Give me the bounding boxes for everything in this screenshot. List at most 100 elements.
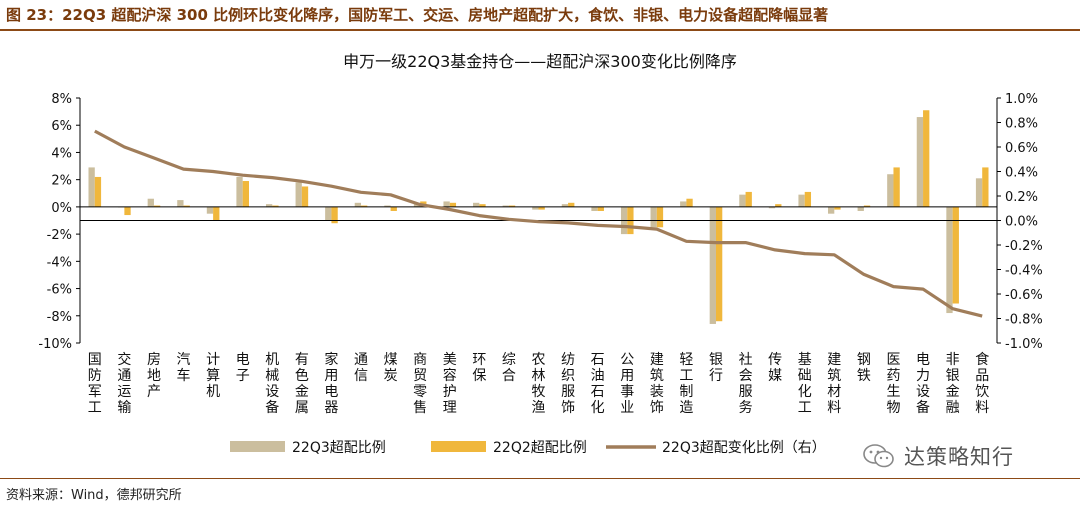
- title-divider: [0, 29, 1080, 31]
- bar-22q2: [982, 167, 989, 207]
- line-layer: [94, 129, 983, 318]
- right-tick-label: -0.6%: [1005, 288, 1043, 303]
- bar-22q2: [272, 205, 279, 207]
- bar-22q3: [177, 200, 184, 207]
- bar-22q3: [828, 206, 835, 214]
- bar-22q2: [183, 205, 190, 207]
- bar-22q3: [709, 206, 716, 324]
- source-note: 资料来源：Wind，德邦研究所: [6, 488, 182, 503]
- right-tick-label: -0.8%: [1005, 313, 1043, 328]
- left-tick-label: -4%: [47, 255, 72, 270]
- x-tick-label: 交通运输: [117, 351, 131, 416]
- bar-22q2: [686, 198, 693, 207]
- right-tick-label: -0.2%: [1005, 239, 1043, 254]
- watermark-text: 达策略知行: [904, 445, 1014, 469]
- bar-22q2: [124, 206, 131, 216]
- x-tick-label: 汽车: [177, 352, 191, 384]
- bar-22q3: [295, 182, 302, 207]
- chart-title: 申万一级22Q3基金持仓——超配沪深300变化比例降序: [343, 52, 737, 71]
- bar-22q2: [331, 206, 338, 224]
- bar-22q3: [916, 117, 924, 207]
- x-tick-label: 美容护理: [443, 352, 457, 416]
- x-tick-label: 电子: [236, 352, 250, 384]
- x-tick-label: 公用事业: [620, 352, 634, 416]
- x-tick-label: 建筑装饰: [650, 352, 664, 416]
- x-tick-label: 石油石化: [591, 352, 605, 416]
- bar-22q3: [502, 205, 509, 207]
- figure-title: 图 23：22Q3 超配沪深 300 比例环比变化降序，国防军工、交运、房地产超…: [6, 6, 829, 24]
- bar-22q3: [88, 167, 95, 207]
- bar-22q3: [857, 206, 864, 211]
- bar-22q2: [213, 206, 220, 221]
- bar-22q2: [449, 202, 457, 207]
- x-tick-label: 房地产: [147, 352, 161, 400]
- chart: 申万一级22Q3基金持仓——超配沪深300变化比例降序 -10% -8% -6% -4…: [38, 52, 1043, 456]
- bar-22q2: [834, 206, 841, 210]
- x-tick-label: 纺织服饰: [561, 352, 575, 416]
- bar-22q3: [236, 176, 243, 207]
- bar-22q2: [153, 205, 161, 207]
- x-tick-label: 轻工制造: [679, 352, 693, 416]
- bar-22q3: [561, 204, 569, 207]
- bar-22q2: [656, 206, 664, 228]
- bar-22q3: [354, 202, 362, 207]
- legend: 22Q3超配比例 22Q2超配比例 22Q3超配变化比例（右）: [230, 440, 826, 456]
- bar-22q3: [443, 201, 450, 207]
- bar-22q3: [946, 206, 953, 314]
- bar-22q3: [265, 204, 273, 207]
- left-tick-label: -8%: [47, 310, 72, 325]
- right-tick-label: 1.0%: [1005, 92, 1038, 107]
- bar-22q3: [532, 206, 539, 210]
- right-tick-label: -0.4%: [1005, 264, 1043, 279]
- x-tick-label: 计算机: [206, 352, 220, 400]
- x-tick-label: 综合: [502, 352, 516, 384]
- x-tick-label: 煤炭: [384, 352, 398, 384]
- legend-22q3-label: 22Q3超配比例: [292, 440, 386, 456]
- left-tick-label: 8%: [51, 92, 72, 107]
- bar-22q2: [94, 176, 102, 207]
- left-tick-label: -10%: [38, 337, 72, 352]
- bar-22q2: [301, 186, 309, 207]
- bar-22q2: [715, 206, 723, 322]
- bar-22q2: [361, 205, 368, 207]
- bar-22q2: [390, 206, 397, 211]
- bar-22q2: [597, 206, 604, 211]
- x-tick-label: 国防军工: [88, 352, 102, 416]
- right-tick-label: 0.6%: [1005, 141, 1038, 156]
- bar-22q2: [745, 191, 752, 207]
- bar-22q2: [804, 191, 812, 207]
- x-tick-label: 电力设备: [916, 352, 930, 416]
- bar-22q3: [739, 194, 746, 207]
- bar-22q3: [206, 206, 214, 214]
- bar-22q2: [538, 206, 545, 210]
- legend-22q2-label: 22Q2超配比例: [493, 440, 587, 456]
- x-tick-label: 食品饮料: [975, 351, 989, 416]
- left-tick-label: -2%: [47, 228, 72, 243]
- bar-22q2: [508, 205, 516, 207]
- right-tick-label: 0.8%: [1005, 117, 1038, 132]
- bar-22q2: [893, 167, 900, 207]
- bar-22q3: [798, 194, 805, 207]
- x-tick-label: 机械设备: [265, 352, 279, 416]
- x-tick-label: 社会服务: [739, 352, 753, 416]
- bar-22q3: [473, 202, 480, 207]
- bar-22q3: [887, 174, 894, 207]
- watermark: 达策略知行: [862, 441, 1014, 471]
- x-tick-label: 家用电器: [324, 351, 338, 416]
- bar-22q2: [952, 206, 959, 304]
- bar-22q3: [650, 206, 657, 228]
- bar-22q3: [680, 201, 687, 207]
- bars-layer: [88, 110, 989, 324]
- x-tick-label: 银行: [709, 352, 723, 384]
- left-tick-label: 4%: [51, 146, 72, 161]
- right-tick-label: -1.0%: [1005, 337, 1043, 352]
- footer-divider: [0, 478, 1080, 479]
- bar-22q3: [768, 206, 776, 209]
- x-tick-label: 医药生物: [886, 352, 900, 416]
- x-tick-label: 建筑材料: [827, 352, 841, 416]
- x-tick-label: 农林牧渔: [532, 352, 546, 416]
- bar-22q3: [591, 206, 598, 211]
- bar-22q2: [863, 205, 871, 207]
- bar-22q2: [923, 110, 930, 207]
